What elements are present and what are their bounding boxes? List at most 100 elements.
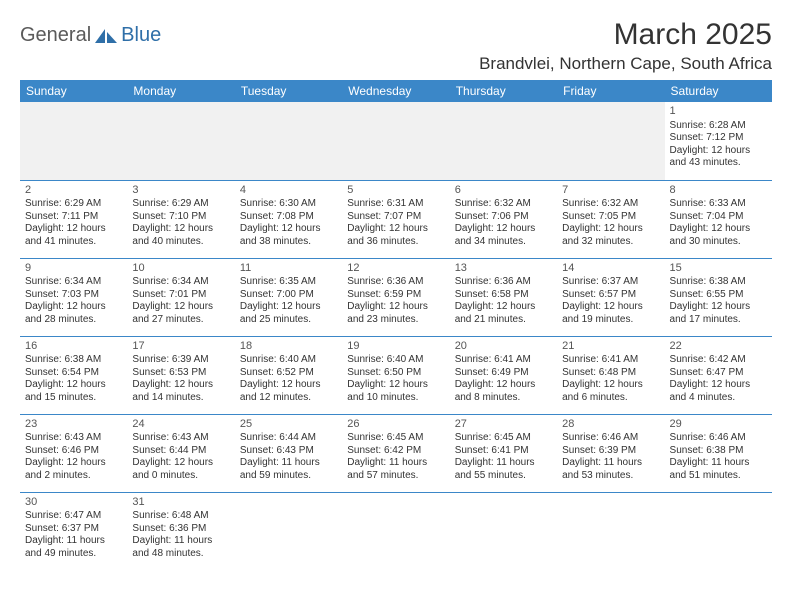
day-number: 11: [240, 262, 337, 276]
day-header: Sunday: [20, 80, 127, 102]
daylight-line: and 23 minutes.: [347, 314, 444, 327]
daylight-line: Daylight: 12 hours: [455, 223, 552, 236]
daylight-line: and 57 minutes.: [347, 470, 444, 483]
calendar-week: 2Sunrise: 6:29 AMSunset: 7:11 PMDaylight…: [20, 180, 772, 258]
calendar-week: 30Sunrise: 6:47 AMSunset: 6:37 PMDayligh…: [20, 492, 772, 570]
sunrise-line: Sunrise: 6:47 AM: [25, 510, 122, 523]
daylight-line: and 14 minutes.: [132, 392, 229, 405]
calendar-day: 30Sunrise: 6:47 AMSunset: 6:37 PMDayligh…: [20, 492, 127, 570]
sunset-line: Sunset: 7:08 PM: [240, 211, 337, 224]
calendar-header-row: SundayMondayTuesdayWednesdayThursdayFrid…: [20, 80, 772, 102]
sunset-line: Sunset: 6:55 PM: [670, 289, 767, 302]
calendar-day: 24Sunrise: 6:43 AMSunset: 6:44 PMDayligh…: [127, 414, 234, 492]
sunrise-line: Sunrise: 6:32 AM: [562, 198, 659, 211]
sunrise-line: Sunrise: 6:48 AM: [132, 510, 229, 523]
daylight-line: Daylight: 12 hours: [25, 301, 122, 314]
calendar-week: 9Sunrise: 6:34 AMSunset: 7:03 PMDaylight…: [20, 258, 772, 336]
sunrise-line: Sunrise: 6:45 AM: [455, 432, 552, 445]
daylight-line: and 12 minutes.: [240, 392, 337, 405]
calendar-table: SundayMondayTuesdayWednesdayThursdayFrid…: [20, 80, 772, 570]
sunset-line: Sunset: 6:38 PM: [670, 445, 767, 458]
daylight-line: and 55 minutes.: [455, 470, 552, 483]
calendar-blank: [235, 492, 342, 570]
daylight-line: Daylight: 12 hours: [25, 223, 122, 236]
calendar-body: 1Sunrise: 6:28 AMSunset: 7:12 PMDaylight…: [20, 102, 772, 570]
daylight-line: and 49 minutes.: [25, 548, 122, 561]
sunrise-line: Sunrise: 6:43 AM: [132, 432, 229, 445]
calendar-day: 3Sunrise: 6:29 AMSunset: 7:10 PMDaylight…: [127, 180, 234, 258]
sunrise-line: Sunrise: 6:36 AM: [347, 276, 444, 289]
daylight-line: and 21 minutes.: [455, 314, 552, 327]
daylight-line: Daylight: 12 hours: [455, 379, 552, 392]
sunset-line: Sunset: 6:58 PM: [455, 289, 552, 302]
day-number: 29: [670, 418, 767, 432]
sunrise-line: Sunrise: 6:29 AM: [25, 198, 122, 211]
calendar-day: 12Sunrise: 6:36 AMSunset: 6:59 PMDayligh…: [342, 258, 449, 336]
calendar-blank: [665, 492, 772, 570]
month-title: March 2025: [479, 18, 772, 52]
daylight-line: and 38 minutes.: [240, 236, 337, 249]
calendar-blank: [450, 102, 557, 180]
daylight-line: Daylight: 11 hours: [670, 457, 767, 470]
calendar-day: 17Sunrise: 6:39 AMSunset: 6:53 PMDayligh…: [127, 336, 234, 414]
sunset-line: Sunset: 7:01 PM: [132, 289, 229, 302]
daylight-line: Daylight: 11 hours: [25, 535, 122, 548]
sunset-line: Sunset: 6:41 PM: [455, 445, 552, 458]
sunset-line: Sunset: 6:48 PM: [562, 367, 659, 380]
daylight-line: and 41 minutes.: [25, 236, 122, 249]
day-number: 27: [455, 418, 552, 432]
calendar-day: 26Sunrise: 6:45 AMSunset: 6:42 PMDayligh…: [342, 414, 449, 492]
sunrise-line: Sunrise: 6:36 AM: [455, 276, 552, 289]
calendar-day: 20Sunrise: 6:41 AMSunset: 6:49 PMDayligh…: [450, 336, 557, 414]
day-number: 8: [670, 184, 767, 198]
day-number: 20: [455, 340, 552, 354]
calendar-day: 15Sunrise: 6:38 AMSunset: 6:55 PMDayligh…: [665, 258, 772, 336]
daylight-line: Daylight: 12 hours: [132, 379, 229, 392]
sunset-line: Sunset: 6:42 PM: [347, 445, 444, 458]
sunrise-line: Sunrise: 6:37 AM: [562, 276, 659, 289]
day-header: Tuesday: [235, 80, 342, 102]
day-number: 14: [562, 262, 659, 276]
daylight-line: and 15 minutes.: [25, 392, 122, 405]
calendar-day: 5Sunrise: 6:31 AMSunset: 7:07 PMDaylight…: [342, 180, 449, 258]
sunrise-line: Sunrise: 6:44 AM: [240, 432, 337, 445]
calendar-day: 27Sunrise: 6:45 AMSunset: 6:41 PMDayligh…: [450, 414, 557, 492]
day-number: 28: [562, 418, 659, 432]
sunset-line: Sunset: 7:03 PM: [25, 289, 122, 302]
day-number: 4: [240, 184, 337, 198]
day-number: 30: [25, 496, 122, 510]
daylight-line: and 53 minutes.: [562, 470, 659, 483]
sunrise-line: Sunrise: 6:40 AM: [347, 354, 444, 367]
calendar-day: 1Sunrise: 6:28 AMSunset: 7:12 PMDaylight…: [665, 102, 772, 180]
sunrise-line: Sunrise: 6:30 AM: [240, 198, 337, 211]
calendar-day: 21Sunrise: 6:41 AMSunset: 6:48 PMDayligh…: [557, 336, 664, 414]
calendar-blank: [557, 492, 664, 570]
calendar-day: 29Sunrise: 6:46 AMSunset: 6:38 PMDayligh…: [665, 414, 772, 492]
logo-text-general: General: [20, 24, 91, 47]
day-number: 3: [132, 184, 229, 198]
daylight-line: and 8 minutes.: [455, 392, 552, 405]
day-number: 12: [347, 262, 444, 276]
daylight-line: and 25 minutes.: [240, 314, 337, 327]
day-header: Wednesday: [342, 80, 449, 102]
calendar-day: 22Sunrise: 6:42 AMSunset: 6:47 PMDayligh…: [665, 336, 772, 414]
daylight-line: Daylight: 12 hours: [562, 223, 659, 236]
daylight-line: Daylight: 11 hours: [562, 457, 659, 470]
sunrise-line: Sunrise: 6:41 AM: [562, 354, 659, 367]
day-header: Thursday: [450, 80, 557, 102]
daylight-line: Daylight: 12 hours: [670, 145, 767, 158]
calendar-day: 31Sunrise: 6:48 AMSunset: 6:36 PMDayligh…: [127, 492, 234, 570]
daylight-line: and 40 minutes.: [132, 236, 229, 249]
sunrise-line: Sunrise: 6:34 AM: [25, 276, 122, 289]
daylight-line: Daylight: 12 hours: [132, 457, 229, 470]
header: General Blue March 2025 Brandvlei, North…: [20, 18, 772, 74]
sunset-line: Sunset: 6:50 PM: [347, 367, 444, 380]
day-number: 13: [455, 262, 552, 276]
day-number: 19: [347, 340, 444, 354]
day-number: 24: [132, 418, 229, 432]
daylight-line: Daylight: 12 hours: [562, 379, 659, 392]
daylight-line: and 4 minutes.: [670, 392, 767, 405]
day-number: 10: [132, 262, 229, 276]
day-header: Saturday: [665, 80, 772, 102]
location: Brandvlei, Northern Cape, South Africa: [479, 54, 772, 74]
